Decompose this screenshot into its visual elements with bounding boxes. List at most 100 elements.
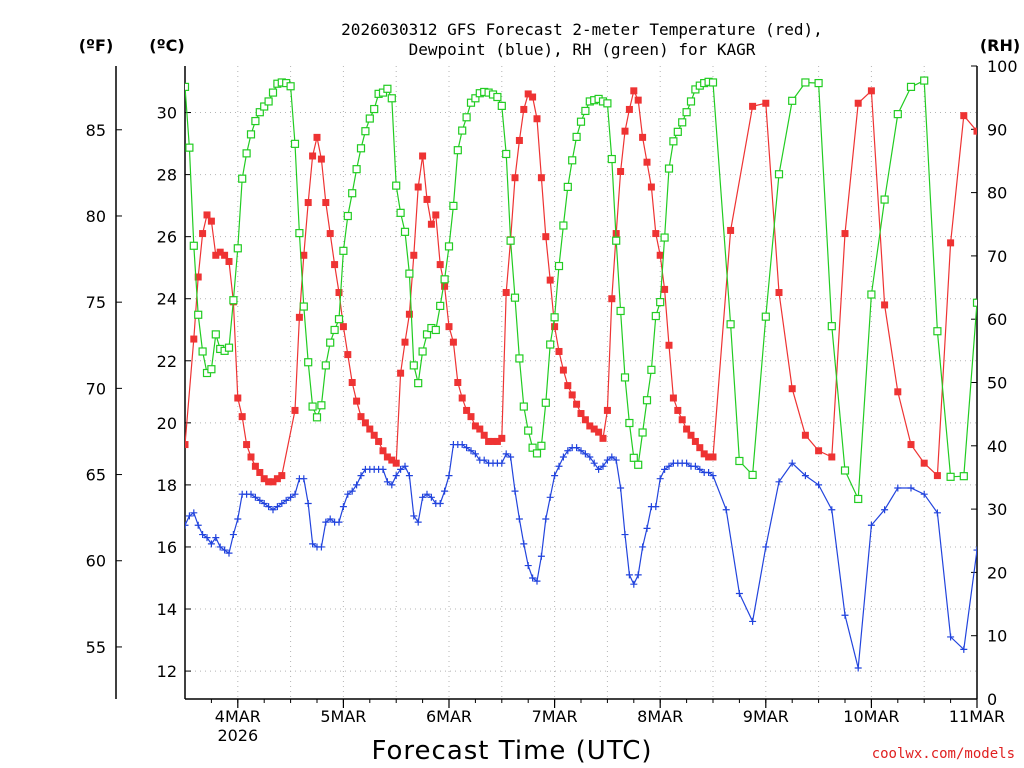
rh-point: [660, 233, 669, 242]
dewpoint-point: [608, 453, 616, 461]
rh-point: [436, 301, 445, 311]
temperature-point: [401, 338, 409, 346]
dewpoint-point: [947, 633, 955, 641]
dewpoint-point: [388, 481, 396, 489]
rh-point: [537, 441, 546, 450]
temperature-point: [630, 87, 638, 95]
temperature-point: [595, 428, 603, 436]
rh-point: [893, 110, 902, 119]
celsius-tick-label: 14: [157, 600, 177, 619]
rh-point: [453, 146, 462, 155]
fahrenheit-tick-label: 85: [86, 121, 106, 140]
dewpoint-point: [542, 515, 550, 523]
series-temperature: [185, 87, 977, 486]
temperature-point: [397, 369, 405, 377]
rh-point: [726, 320, 735, 329]
dewpoint-point: [634, 571, 642, 579]
dewpoint-point: [960, 645, 968, 653]
rh-point: [576, 117, 586, 126]
temperature-point: [551, 323, 559, 331]
temperature-point: [498, 434, 506, 442]
temperature-point: [388, 456, 396, 464]
rh-point: [581, 106, 590, 116]
temperature-point: [190, 335, 198, 343]
rh-point: [559, 221, 568, 230]
temperature-point: [608, 295, 616, 303]
rh-point: [638, 428, 647, 437]
dewpoint-point: [683, 459, 691, 467]
dewpoint-point: [973, 546, 977, 554]
fahrenheit-axis-label: (ºF): [79, 36, 114, 55]
dewpoint-point: [185, 512, 193, 520]
dewpoint-point: [216, 543, 224, 551]
temperature-point: [625, 105, 633, 113]
dewpoint-point: [410, 512, 418, 520]
dewpoint-point: [828, 506, 836, 514]
celsius-tick-label: 12: [157, 662, 177, 681]
temperature-point: [410, 251, 418, 259]
rh-point: [686, 97, 696, 106]
temperature-point: [480, 431, 488, 439]
rh-point: [515, 354, 524, 363]
rh-point: [458, 126, 467, 135]
rh-point: [678, 118, 687, 127]
temperature-point: [634, 96, 642, 104]
rh-point: [361, 127, 370, 136]
rh-point: [264, 97, 273, 106]
temperature-point: [621, 127, 629, 135]
temperature-point: [669, 394, 677, 402]
temperature-point: [476, 425, 484, 433]
temperature-point: [463, 406, 471, 414]
rh-point: [396, 208, 405, 217]
rh-point: [326, 338, 335, 347]
rh-point: [185, 143, 194, 152]
rh-point: [334, 315, 344, 324]
dewpoint-point: [291, 490, 299, 498]
temperature-point: [313, 133, 321, 141]
temperature-point: [317, 155, 325, 163]
rh-point: [290, 139, 300, 148]
temperature-point: [709, 453, 717, 461]
rh-point: [502, 149, 511, 159]
temperature-point: [573, 400, 581, 408]
rh-point: [440, 275, 449, 284]
dewpoint-point: [881, 506, 889, 514]
temperature-point: [471, 422, 479, 430]
dewpoint-point: [656, 475, 664, 483]
temperature-point: [348, 379, 356, 386]
dewpoint-point: [379, 465, 387, 473]
dewpoint-point: [502, 450, 510, 458]
rh-point: [211, 330, 220, 339]
temperature-point: [801, 431, 809, 439]
temperature-point: [647, 183, 655, 191]
rh-point: [669, 137, 678, 146]
temperature-point: [243, 441, 251, 449]
rh-point: [194, 310, 203, 319]
fahrenheit-tick-label: 80: [86, 207, 106, 226]
dewpoint-point: [590, 459, 598, 467]
rh-point: [409, 361, 418, 370]
x-tick-label: 6MAR: [426, 707, 472, 726]
rh-point: [189, 241, 198, 250]
dewpoint-point: [309, 540, 317, 548]
temperature-point: [485, 437, 493, 445]
temperature-point: [828, 453, 836, 461]
rh-point: [946, 472, 955, 481]
temperature-point: [273, 475, 281, 483]
rh-point: [255, 108, 264, 117]
temperature-point: [265, 478, 273, 486]
temperature-point: [441, 282, 449, 290]
rh-tick-label: 0: [987, 690, 997, 709]
rh-point: [642, 396, 652, 405]
rh-point: [854, 494, 863, 504]
dewpoint-point: [595, 465, 603, 473]
temperature-point: [353, 397, 361, 405]
temperature-point: [194, 273, 202, 281]
rh-point: [682, 108, 691, 117]
rh-point: [656, 298, 665, 307]
rh-point: [554, 261, 564, 271]
data-series: [185, 76, 977, 672]
rh-point: [550, 313, 559, 322]
rh-point: [546, 340, 555, 349]
temperature-point: [564, 382, 572, 390]
